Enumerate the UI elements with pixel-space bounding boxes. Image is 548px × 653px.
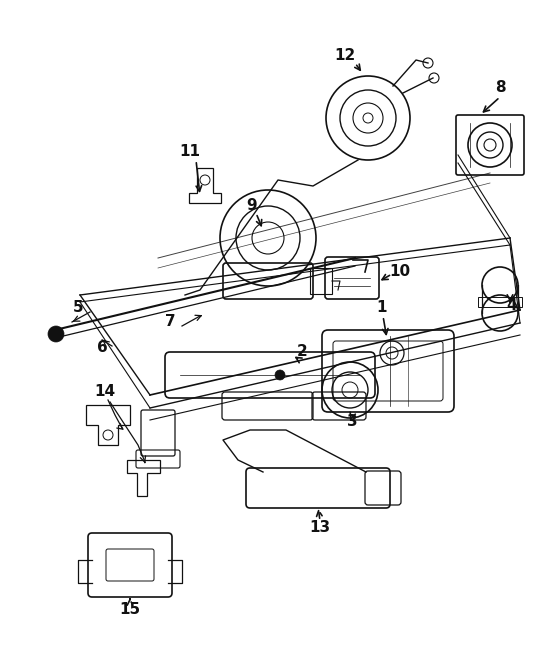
Text: 9: 9 <box>247 197 258 212</box>
Text: 14: 14 <box>94 385 116 400</box>
Text: 3: 3 <box>347 415 357 430</box>
Circle shape <box>275 370 285 380</box>
Text: 4: 4 <box>507 298 517 313</box>
Bar <box>478 297 522 307</box>
Circle shape <box>48 326 64 342</box>
Bar <box>310 268 332 294</box>
Text: 8: 8 <box>495 80 505 95</box>
Text: 5: 5 <box>73 300 83 315</box>
Text: 12: 12 <box>334 48 356 63</box>
Text: 6: 6 <box>96 340 107 355</box>
Text: 11: 11 <box>180 144 201 159</box>
Text: 13: 13 <box>310 520 330 535</box>
Text: 2: 2 <box>296 345 307 360</box>
Text: 10: 10 <box>390 264 410 279</box>
Text: 7: 7 <box>165 315 175 330</box>
Text: 15: 15 <box>119 603 141 618</box>
Text: 1: 1 <box>377 300 387 315</box>
